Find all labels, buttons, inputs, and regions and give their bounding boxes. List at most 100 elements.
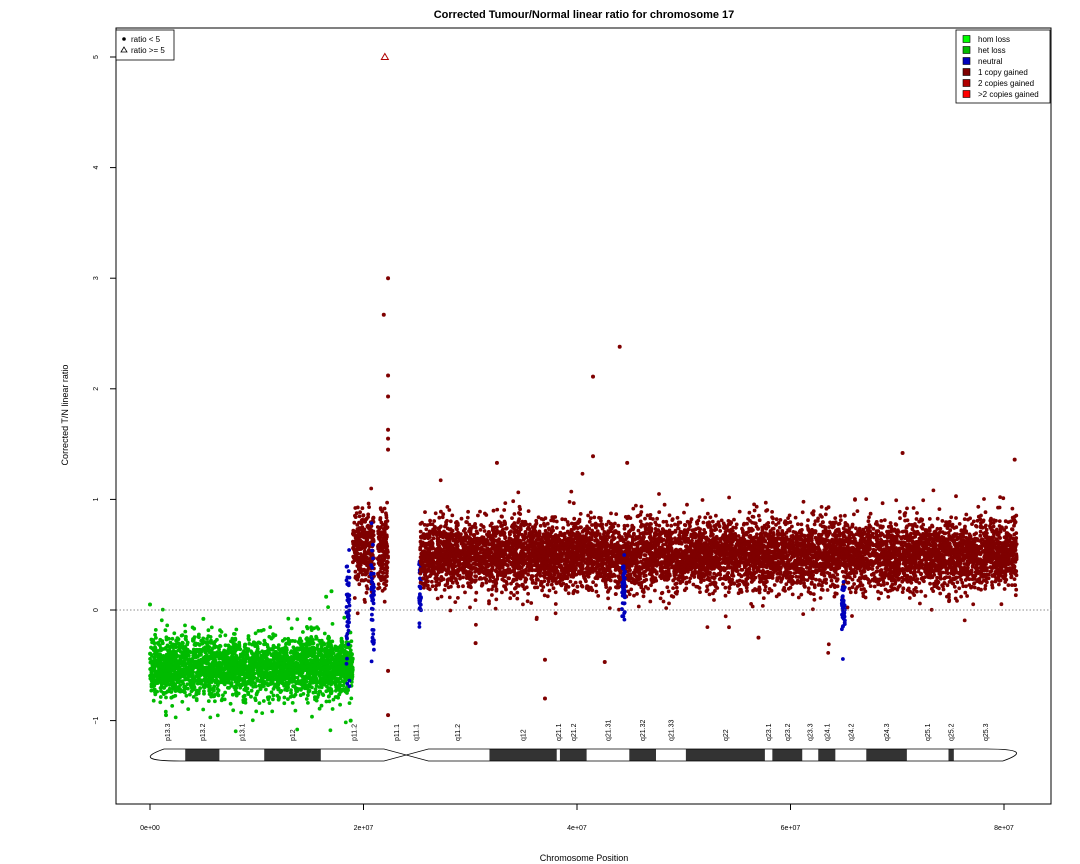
point (198, 678, 202, 683)
point (243, 642, 248, 647)
point (257, 683, 262, 688)
point (231, 708, 236, 713)
point (254, 692, 259, 697)
point (158, 700, 163, 705)
point (177, 645, 182, 650)
point (746, 516, 750, 521)
point (825, 588, 830, 592)
point (319, 703, 324, 708)
point (351, 539, 355, 544)
point (169, 644, 174, 649)
point (291, 669, 296, 674)
point (250, 718, 255, 723)
point (216, 654, 221, 659)
point (213, 668, 217, 673)
point (369, 528, 374, 533)
point (163, 628, 168, 633)
point (158, 695, 163, 699)
point (275, 660, 280, 665)
point (164, 659, 168, 663)
point (359, 558, 364, 563)
point (255, 668, 260, 673)
point (311, 676, 316, 681)
point (233, 642, 238, 647)
point (888, 521, 893, 525)
point (225, 672, 230, 676)
point (364, 590, 369, 595)
point (207, 656, 212, 661)
point (239, 710, 244, 715)
point (295, 727, 300, 732)
point (276, 643, 281, 647)
point (205, 644, 210, 649)
point (333, 678, 338, 683)
point (385, 560, 390, 564)
point (149, 637, 154, 642)
point (348, 648, 353, 653)
point (185, 640, 190, 645)
point (185, 672, 189, 676)
point (384, 542, 389, 546)
point (345, 669, 350, 674)
point (209, 625, 214, 630)
point (183, 623, 187, 628)
point (189, 689, 194, 694)
point (151, 698, 156, 703)
point (279, 661, 284, 666)
point (165, 623, 170, 628)
point (300, 673, 304, 678)
point (255, 665, 260, 670)
point (194, 698, 199, 703)
point (242, 657, 247, 662)
point (271, 667, 276, 671)
point (201, 669, 206, 674)
point (295, 654, 300, 659)
point (258, 641, 262, 645)
point (343, 689, 348, 694)
point (288, 661, 292, 666)
point (369, 571, 373, 576)
point (213, 693, 217, 697)
point (336, 646, 341, 651)
point (364, 543, 368, 548)
point (149, 688, 154, 693)
point (342, 615, 347, 620)
point (173, 715, 178, 720)
point (172, 669, 177, 673)
point (319, 685, 324, 690)
point (317, 674, 322, 679)
point (155, 658, 160, 663)
point (478, 528, 483, 532)
point (319, 652, 324, 657)
point (186, 707, 191, 711)
point (333, 654, 338, 659)
point (201, 639, 206, 644)
point (705, 625, 710, 629)
point (490, 593, 494, 597)
point (178, 683, 183, 687)
point (215, 637, 219, 642)
point (206, 668, 211, 673)
point (201, 685, 206, 689)
point (307, 616, 312, 621)
point (377, 585, 382, 590)
point (186, 686, 190, 691)
point (349, 639, 354, 644)
point (326, 641, 330, 646)
point (193, 659, 198, 664)
point (319, 678, 323, 683)
point (346, 616, 351, 621)
point (294, 667, 299, 672)
point (818, 596, 823, 600)
point (183, 653, 188, 657)
point (230, 692, 235, 697)
point (267, 651, 272, 655)
point (371, 556, 375, 561)
scatter-points (148, 52, 1019, 734)
point (173, 693, 178, 698)
point (163, 709, 168, 714)
point (223, 643, 228, 648)
point (289, 688, 293, 693)
point (356, 567, 361, 572)
